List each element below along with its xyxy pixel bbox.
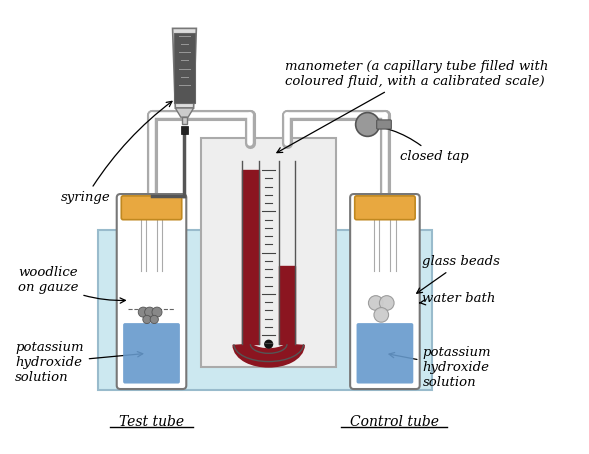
FancyBboxPatch shape (201, 138, 336, 367)
Text: water bath: water bath (419, 292, 496, 305)
Circle shape (356, 113, 379, 136)
Circle shape (374, 307, 389, 322)
Circle shape (264, 340, 273, 349)
FancyBboxPatch shape (182, 117, 187, 124)
Polygon shape (176, 108, 194, 117)
FancyBboxPatch shape (355, 196, 415, 220)
Text: closed tap: closed tap (360, 122, 468, 163)
Circle shape (145, 307, 155, 317)
Text: potassium
hydroxide
solution: potassium hydroxide solution (15, 341, 143, 384)
FancyBboxPatch shape (350, 194, 420, 389)
FancyBboxPatch shape (121, 196, 182, 220)
FancyBboxPatch shape (98, 230, 432, 390)
FancyBboxPatch shape (181, 126, 188, 133)
Polygon shape (173, 28, 196, 108)
Circle shape (369, 296, 383, 310)
Text: glass beads: glass beads (416, 255, 500, 293)
FancyBboxPatch shape (356, 323, 413, 384)
Circle shape (138, 307, 148, 317)
Text: Control tube: Control tube (350, 415, 439, 429)
Circle shape (150, 316, 158, 324)
Text: Test tube: Test tube (119, 415, 184, 429)
FancyBboxPatch shape (174, 33, 194, 104)
FancyBboxPatch shape (117, 194, 186, 389)
FancyBboxPatch shape (377, 120, 391, 129)
Circle shape (152, 307, 162, 317)
Circle shape (143, 316, 151, 324)
Text: syringe: syringe (61, 101, 172, 204)
Circle shape (379, 296, 394, 310)
Text: woodlice
on gauze: woodlice on gauze (18, 266, 125, 303)
Text: manometer (a capillary tube filled with
coloured fluid, with a calibrated scale): manometer (a capillary tube filled with … (277, 60, 548, 153)
Text: potassium
hydroxide
solution: potassium hydroxide solution (389, 345, 491, 389)
FancyBboxPatch shape (123, 323, 180, 384)
